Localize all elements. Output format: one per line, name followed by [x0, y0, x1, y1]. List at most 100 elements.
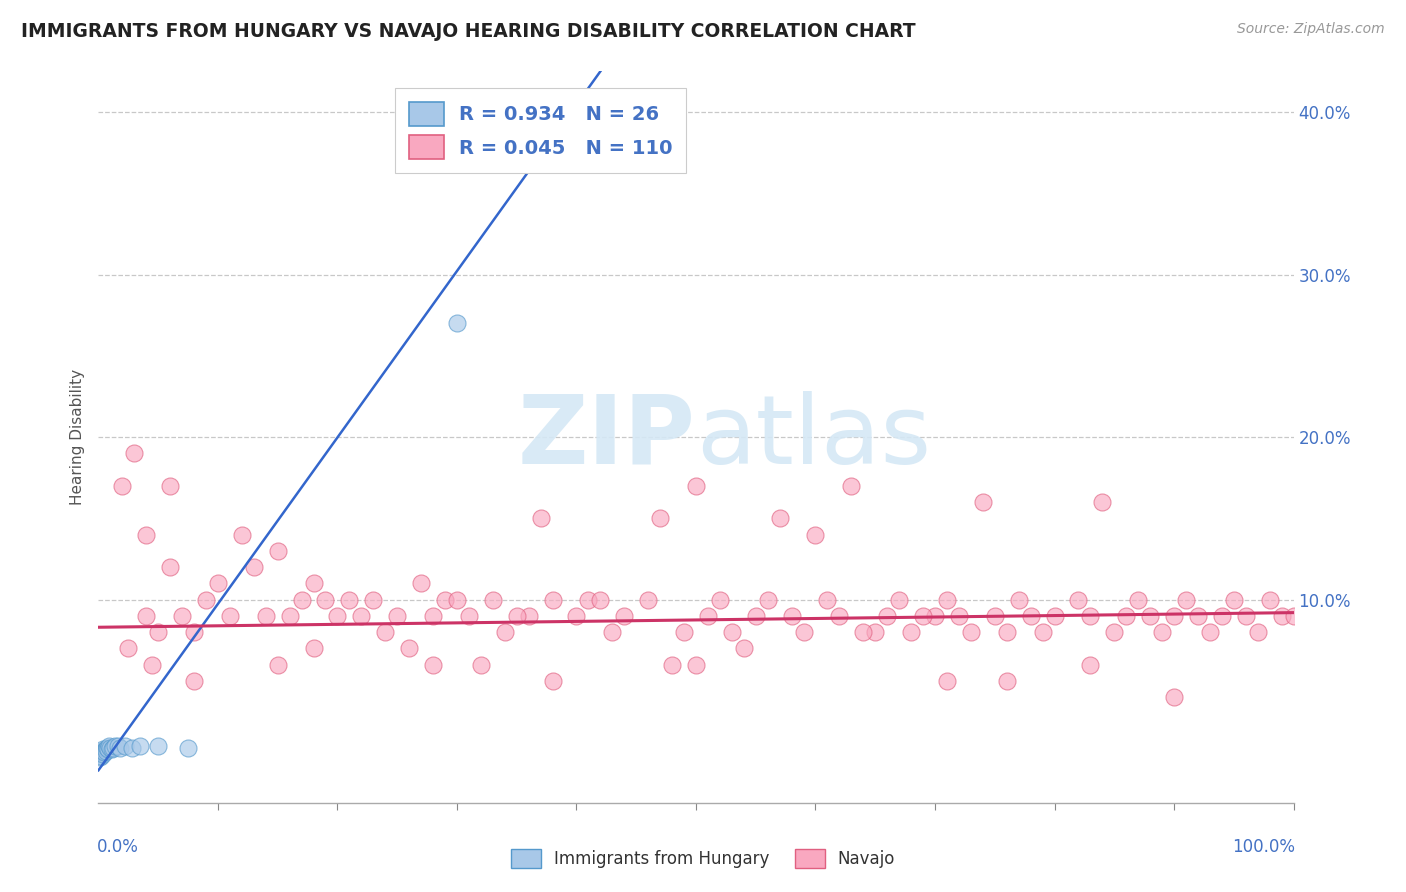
- Y-axis label: Hearing Disability: Hearing Disability: [69, 369, 84, 505]
- Point: [673, 625, 696, 640]
- Point: [411, 576, 433, 591]
- Point: [207, 576, 229, 591]
- Point: [422, 657, 444, 672]
- Point: [326, 608, 349, 623]
- Point: [422, 608, 444, 623]
- Point: [530, 511, 553, 525]
- Point: [876, 608, 898, 623]
- Point: [1175, 592, 1198, 607]
- Point: [1080, 608, 1102, 623]
- Point: [565, 608, 588, 623]
- Point: [385, 608, 409, 623]
- Point: [91, 742, 114, 756]
- Point: [114, 739, 136, 753]
- Point: [685, 657, 707, 672]
- Point: [648, 511, 672, 525]
- Point: [231, 527, 253, 541]
- Point: [90, 748, 112, 763]
- Point: [254, 608, 277, 623]
- Point: [291, 592, 314, 607]
- Point: [434, 592, 457, 607]
- Point: [541, 592, 564, 607]
- Point: [121, 740, 143, 755]
- Point: [852, 625, 875, 640]
- Point: [972, 495, 994, 509]
- Point: [243, 560, 266, 574]
- Point: [98, 740, 122, 755]
- Point: [936, 673, 959, 688]
- Point: [177, 740, 200, 755]
- Point: [1104, 625, 1126, 640]
- Point: [481, 592, 505, 607]
- Point: [135, 608, 157, 623]
- Point: [195, 592, 218, 607]
- Text: 0.0%: 0.0%: [97, 838, 139, 856]
- Point: [267, 544, 290, 558]
- Point: [1139, 608, 1161, 623]
- Point: [94, 742, 117, 756]
- Text: Source: ZipAtlas.com: Source: ZipAtlas.com: [1237, 22, 1385, 37]
- Point: [602, 625, 624, 640]
- Point: [374, 625, 396, 640]
- Point: [1043, 608, 1066, 623]
- Point: [302, 641, 325, 656]
- Point: [117, 641, 139, 656]
- Legend: R = 0.934   N = 26, R = 0.045   N = 110: R = 0.934 N = 26, R = 0.045 N = 110: [395, 88, 686, 173]
- Point: [98, 739, 121, 753]
- Point: [183, 673, 205, 688]
- Point: [148, 625, 170, 640]
- Point: [108, 740, 131, 755]
- Point: [219, 608, 242, 623]
- Point: [1008, 592, 1031, 607]
- Point: [721, 625, 744, 640]
- Point: [589, 592, 612, 607]
- Point: [900, 625, 922, 640]
- Point: [948, 608, 970, 623]
- Point: [1032, 625, 1054, 640]
- Point: [685, 479, 707, 493]
- Point: [1258, 592, 1281, 607]
- Point: [101, 740, 124, 755]
- Point: [90, 747, 112, 761]
- Point: [91, 747, 114, 761]
- Point: [1223, 592, 1246, 607]
- Point: [1152, 625, 1174, 640]
- Point: [815, 592, 838, 607]
- Point: [1128, 592, 1150, 607]
- Point: [129, 739, 152, 753]
- Point: [768, 511, 790, 525]
- Point: [1247, 625, 1270, 640]
- Text: IMMIGRANTS FROM HUNGARY VS NAVAJO HEARING DISABILITY CORRELATION CHART: IMMIGRANTS FROM HUNGARY VS NAVAJO HEARIN…: [21, 22, 915, 41]
- Point: [107, 739, 129, 753]
- Point: [995, 625, 1018, 640]
- Point: [697, 608, 720, 623]
- Point: [517, 608, 540, 623]
- Point: [804, 527, 827, 541]
- Point: [91, 746, 114, 760]
- Point: [91, 744, 114, 758]
- Point: [793, 625, 815, 640]
- Point: [889, 592, 911, 607]
- Point: [159, 560, 181, 574]
- Point: [661, 657, 683, 672]
- Point: [446, 592, 468, 607]
- Point: [350, 608, 373, 623]
- Point: [936, 592, 959, 607]
- Point: [578, 592, 600, 607]
- Point: [960, 625, 983, 640]
- Point: [1282, 608, 1305, 623]
- Point: [506, 608, 529, 623]
- Legend: Immigrants from Hungary, Navajo: Immigrants from Hungary, Navajo: [505, 843, 901, 875]
- Point: [911, 608, 934, 623]
- Point: [1187, 608, 1209, 623]
- Point: [89, 750, 111, 764]
- Point: [995, 673, 1018, 688]
- Point: [1234, 608, 1257, 623]
- Point: [1067, 592, 1090, 607]
- Point: [302, 576, 325, 591]
- Point: [172, 608, 194, 623]
- Point: [104, 739, 127, 753]
- Point: [745, 608, 768, 623]
- Point: [141, 657, 163, 672]
- Point: [267, 657, 290, 672]
